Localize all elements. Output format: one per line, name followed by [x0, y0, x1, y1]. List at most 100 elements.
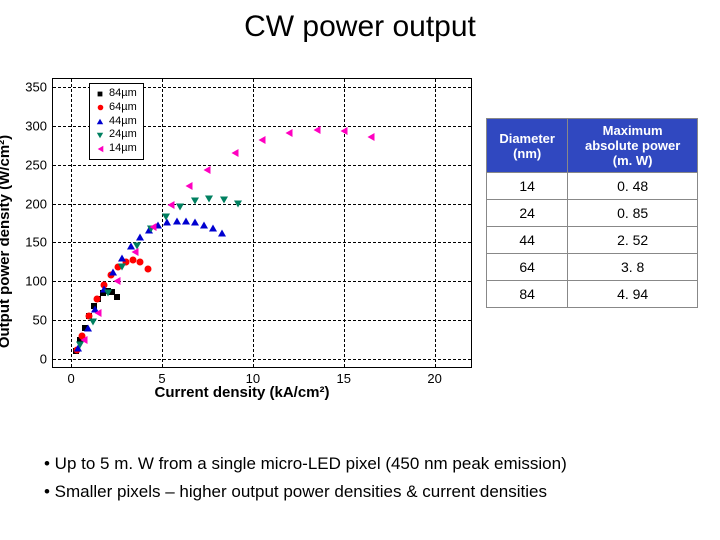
- data-point: [200, 221, 208, 228]
- x-tick-label: 20: [427, 367, 441, 386]
- table-row: 442. 52: [487, 227, 698, 254]
- data-point: [340, 127, 347, 135]
- chart: Output power density (W/cm²) Current den…: [0, 78, 490, 404]
- data-point: [186, 182, 193, 190]
- plot-area: 84µm64µm44µm24µm14µm 0510152005010015020…: [52, 78, 472, 368]
- power-table: Diameter (nm)Maximum absolute power (m. …: [486, 118, 698, 308]
- data-point: [234, 200, 242, 207]
- gridline-h: [53, 359, 471, 360]
- x-tick-label: 5: [158, 367, 165, 386]
- y-tick-label: 200: [25, 196, 53, 211]
- data-point: [80, 336, 87, 344]
- table-row: 643. 8: [487, 254, 698, 281]
- table-row: 844. 94: [487, 281, 698, 308]
- y-tick-label: 300: [25, 118, 53, 133]
- data-point: [114, 294, 120, 300]
- table-cell: 44: [487, 227, 568, 254]
- legend-item: 24µm: [96, 128, 137, 142]
- table-row: 140. 48: [487, 173, 698, 200]
- data-point: [191, 198, 199, 205]
- table-cell: 64: [487, 254, 568, 281]
- y-axis-label: Output power density (W/cm²): [0, 78, 16, 404]
- gridline-v: [344, 79, 345, 367]
- legend-label: 64µm: [109, 101, 137, 115]
- table-cell: 3. 8: [568, 254, 698, 281]
- legend-label: 84µm: [109, 87, 137, 101]
- x-tick-label: 10: [246, 367, 260, 386]
- data-point: [209, 225, 217, 232]
- slide-title: CW power output: [0, 10, 720, 44]
- data-point: [259, 136, 266, 144]
- table-cell: 24: [487, 200, 568, 227]
- table-body: 140. 48240. 85442. 52643. 8844. 94: [487, 173, 698, 308]
- data-point: [136, 234, 144, 241]
- data-point: [137, 258, 144, 265]
- legend-label: 44µm: [109, 115, 137, 129]
- data-point: [231, 149, 238, 157]
- slide: CW power output Output power density (W/…: [0, 0, 720, 540]
- data-point: [118, 255, 126, 262]
- table-row: 240. 85: [487, 200, 698, 227]
- gridline-v: [71, 79, 72, 367]
- data-point: [286, 129, 293, 137]
- legend-item: 84µm: [96, 87, 137, 101]
- data-point: [129, 256, 136, 263]
- data-point: [205, 195, 213, 202]
- x-tick-label: 0: [68, 367, 75, 386]
- gridline-h: [53, 165, 471, 166]
- table-cell: 4. 94: [568, 281, 698, 308]
- table-cell: 0. 85: [568, 200, 698, 227]
- data-point: [173, 217, 181, 224]
- x-tick-label: 15: [337, 367, 351, 386]
- data-point: [95, 309, 102, 317]
- legend-label: 14µm: [109, 142, 137, 156]
- y-tick-label: 250: [25, 157, 53, 172]
- y-tick-label: 0: [40, 352, 53, 367]
- data-point: [104, 290, 112, 297]
- data-point: [93, 295, 100, 302]
- data-point: [118, 264, 126, 271]
- data-point: [89, 318, 97, 325]
- y-tick-label: 350: [25, 79, 53, 94]
- gridline-v: [253, 79, 254, 367]
- gridline-h: [53, 320, 471, 321]
- data-point: [113, 277, 120, 285]
- data-point: [131, 248, 138, 256]
- data-point: [84, 325, 92, 332]
- data-point: [191, 219, 199, 226]
- data-point: [368, 133, 375, 141]
- data-point: [109, 269, 117, 276]
- legend-item: 14µm: [96, 142, 137, 156]
- table-cell: 2. 52: [568, 227, 698, 254]
- data-point: [168, 201, 175, 209]
- gridline-h: [53, 204, 471, 205]
- legend-label: 24µm: [109, 128, 137, 142]
- data-point: [313, 126, 320, 134]
- data-point: [204, 166, 211, 174]
- table-header-row: Diameter (nm)Maximum absolute power (m. …: [487, 119, 698, 173]
- y-tick-label: 150: [25, 235, 53, 250]
- data-point: [220, 196, 228, 203]
- bullet-item: • Smaller pixels – higher output power d…: [44, 482, 690, 502]
- y-tick-label: 50: [33, 313, 53, 328]
- data-point: [218, 230, 226, 237]
- bullet-list: • Up to 5 m. W from a single micro-LED p…: [44, 446, 690, 510]
- legend: 84µm64µm44µm24µm14µm: [89, 83, 144, 160]
- data-point: [182, 217, 190, 224]
- table-cell: 0. 48: [568, 173, 698, 200]
- legend-item: 64µm: [96, 101, 137, 115]
- legend-item: 44µm: [96, 115, 137, 129]
- data-point: [176, 204, 184, 211]
- table-header-cell: Maximum absolute power (m. W): [568, 119, 698, 173]
- x-axis-label: Current density (kA/cm²): [0, 384, 490, 406]
- gridline-h: [53, 242, 471, 243]
- table-header-cell: Diameter (nm): [487, 119, 568, 173]
- bullet-item: • Up to 5 m. W from a single micro-LED p…: [44, 454, 690, 474]
- table-cell: 84: [487, 281, 568, 308]
- table-cell: 14: [487, 173, 568, 200]
- gridline-v: [435, 79, 436, 367]
- data-point: [162, 213, 170, 220]
- data-point: [149, 223, 156, 231]
- data-point: [144, 265, 151, 272]
- y-tick-label: 100: [25, 274, 53, 289]
